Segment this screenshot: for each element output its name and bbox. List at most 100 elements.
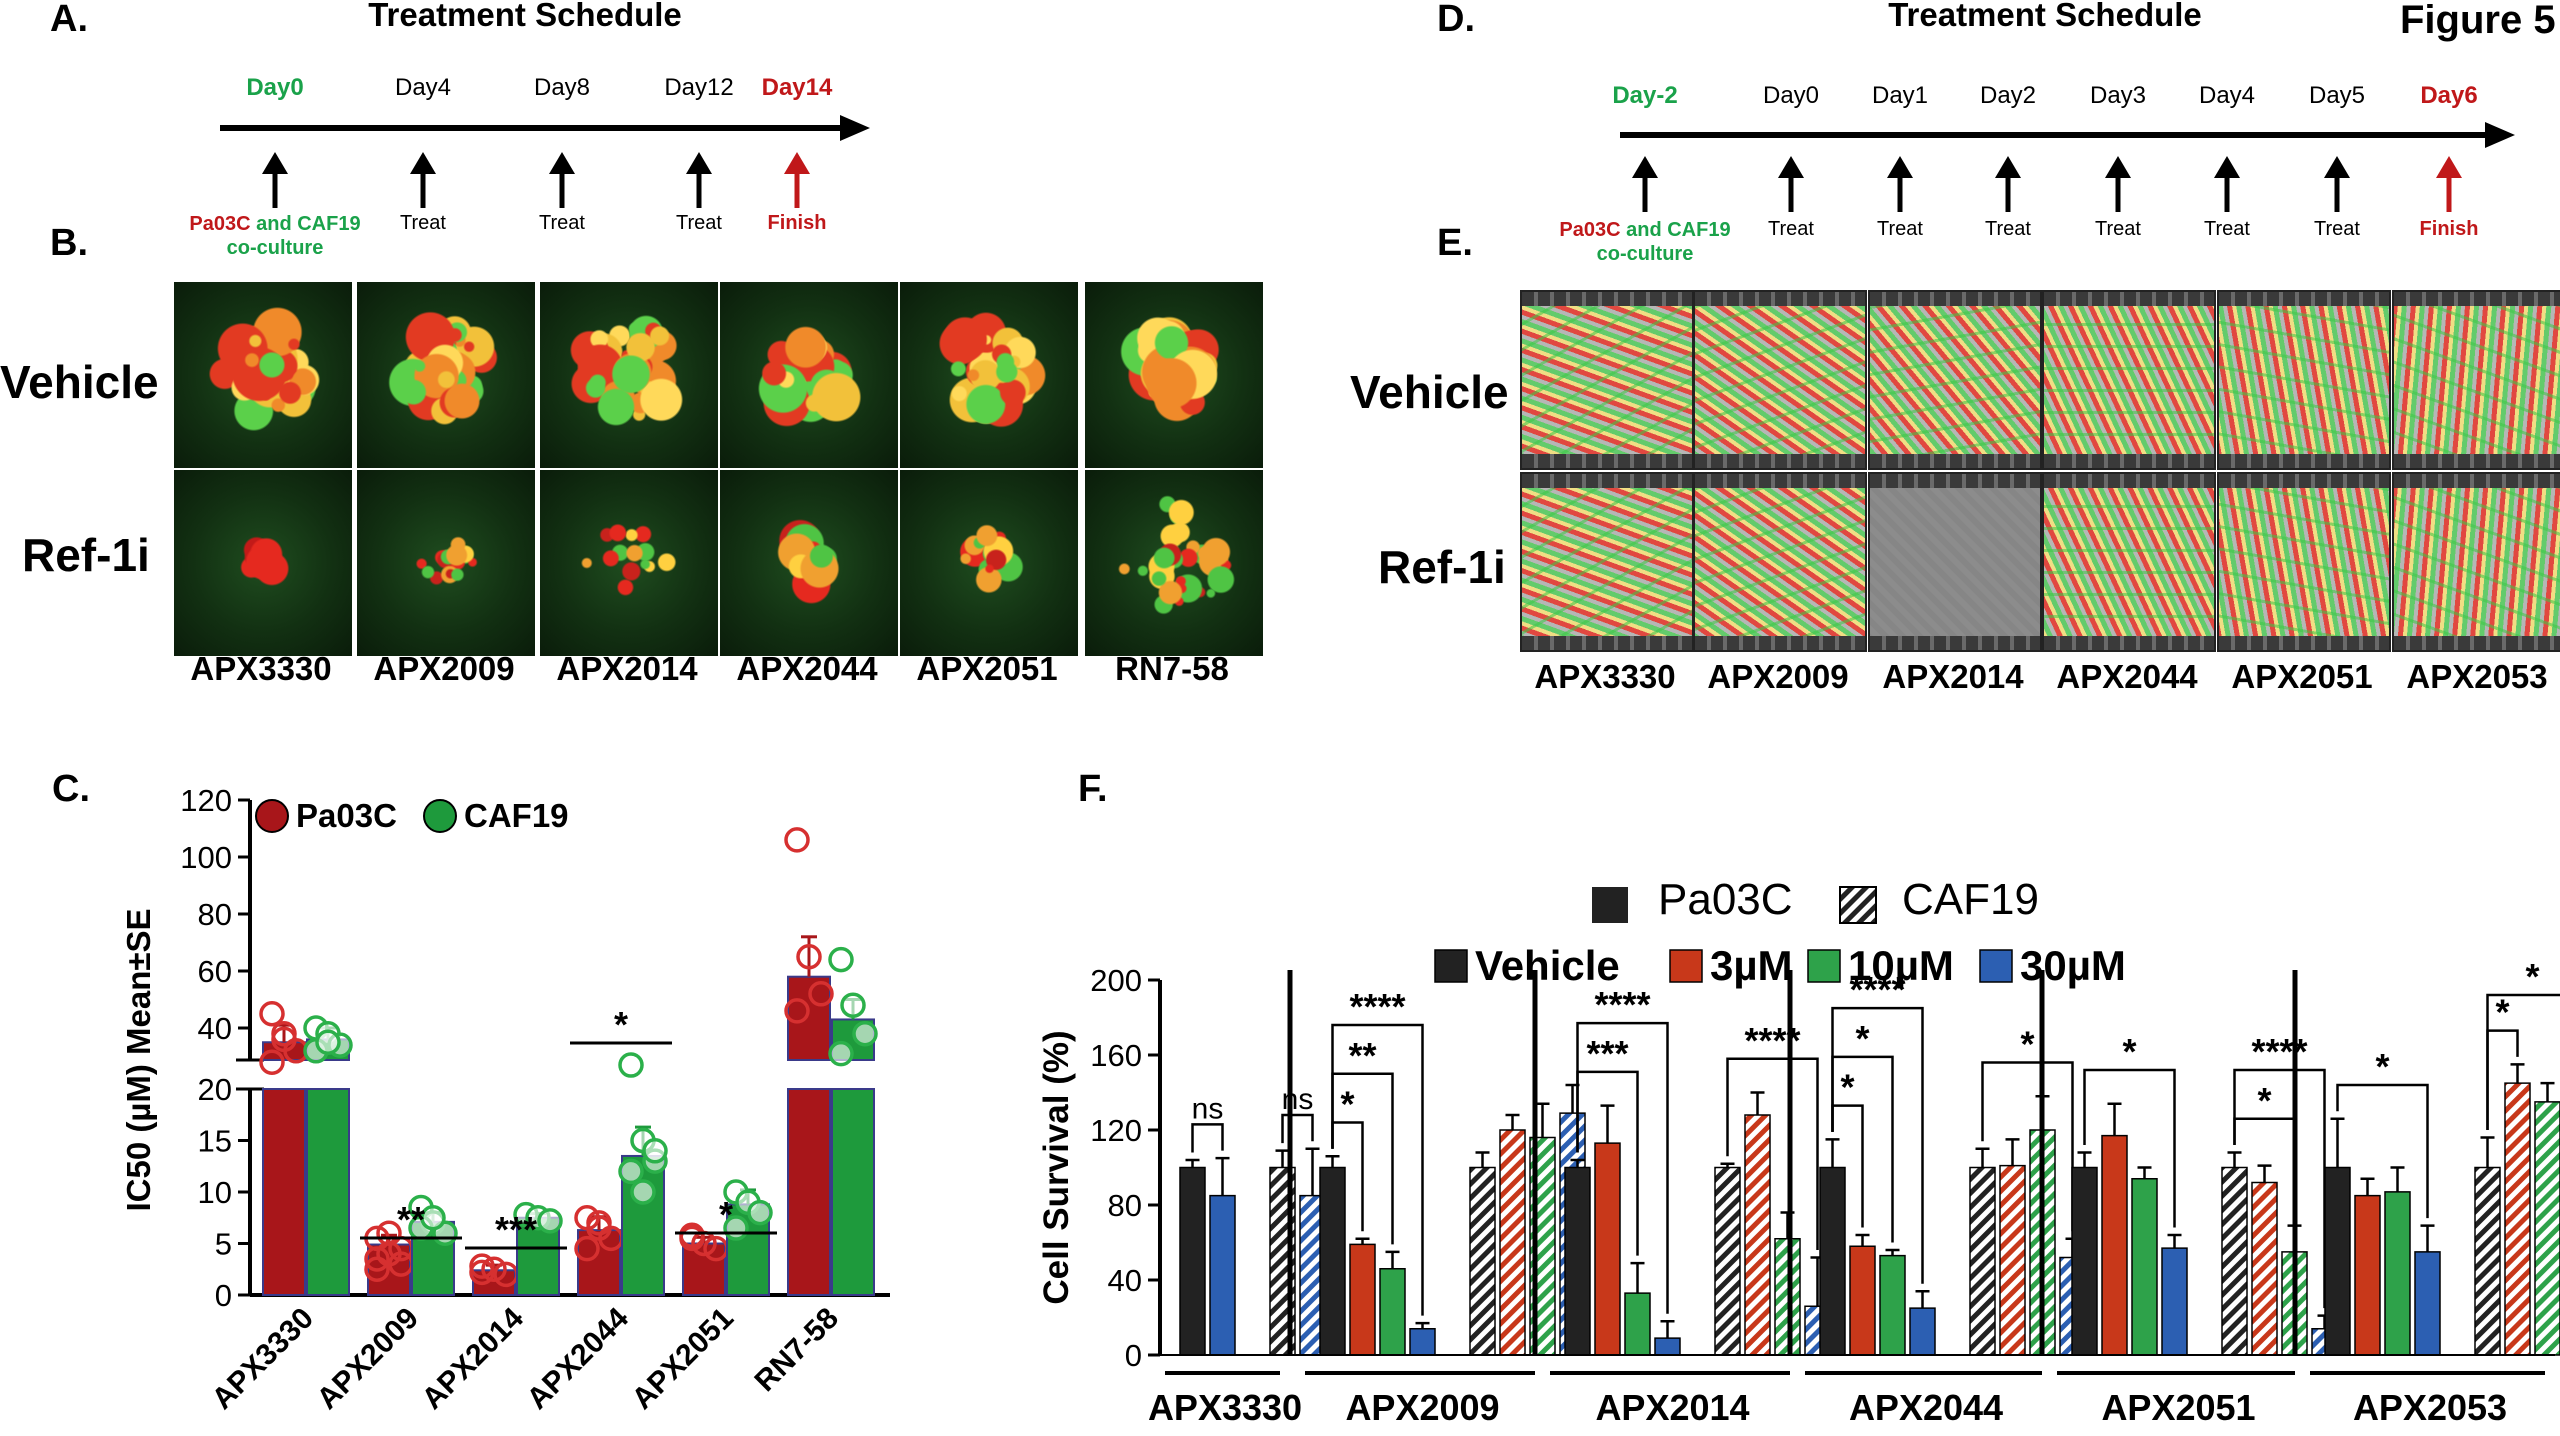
legend-pa03c-marker — [1592, 887, 1628, 923]
bar-Pa03C-Vehicle — [1179, 1166, 1206, 1356]
y-tick-label: 10 — [198, 1175, 232, 1210]
x-tick-label: APX2009 — [311, 1302, 425, 1416]
bar-CAF19-lower — [306, 1088, 350, 1296]
legend-cond-label-0: Vehicle — [1475, 942, 1620, 989]
data-point — [828, 946, 854, 973]
group-APX3330: ns ns APX3330 — [1148, 1083, 1326, 1428]
panel-a-day-3: Day12 — [664, 74, 734, 101]
x-tick-label: APX2044 — [521, 1301, 635, 1415]
significance-label: ** — [397, 1199, 425, 1240]
bar-CAF19-3µM — [2504, 1082, 2531, 1356]
data-point — [574, 1235, 600, 1262]
significance-label: ns — [1192, 1092, 1224, 1125]
group-label: APX2009 — [1345, 1387, 1499, 1428]
y-tick-label: 15 — [198, 1124, 232, 1159]
y-tick-label: 120 — [1090, 1113, 1142, 1148]
chamber-edge — [1870, 292, 2040, 306]
y-tick-label: 5 — [215, 1227, 232, 1262]
legend-cond-marker-1 — [1669, 949, 1703, 983]
bar-Pa03C-30µM — [1909, 1307, 1936, 1356]
panel-d-label-7: Finish — [2419, 218, 2479, 240]
label-pa03c: Pa03C — [189, 213, 251, 235]
chamber-edge — [2394, 636, 2560, 650]
legend: Pa03C CAF19 — [255, 797, 569, 834]
significance-label: * — [2375, 1046, 2389, 1087]
panel-d-label-6: Treat — [2314, 218, 2360, 240]
data-point — [796, 944, 822, 970]
data-point — [420, 1205, 446, 1231]
label-caf19: and CAF19 — [1620, 219, 1731, 241]
panel-a-arrow-head — [262, 152, 288, 174]
data-point — [469, 1259, 495, 1286]
bar-Pa03C-lower — [262, 1088, 306, 1296]
panel-b-col-4: APX2051 — [916, 650, 1058, 687]
panel-e-row-vehicle: Vehicle — [1350, 366, 1509, 418]
label-caf19: and CAF19 — [250, 213, 361, 235]
category-APX2009 — [364, 1194, 458, 1296]
micro-image-e-0-1 — [1693, 290, 1867, 470]
panel-a-label-3: Treat — [676, 212, 722, 234]
panel-d-day-4: Day3 — [2089, 82, 2147, 109]
panel-e-col-5: APX2053 — [2406, 658, 2548, 695]
panel-d-arrow-head — [2105, 156, 2131, 178]
bar-Pa03C — [787, 975, 831, 1061]
chamber-edge — [2044, 474, 2214, 488]
significance-bracket — [2233, 1068, 2326, 1309]
panel-d-day-0: Day-2 — [1612, 82, 1678, 109]
significance-label: **** — [2251, 1031, 2307, 1072]
micro-image-e-1-5 — [2392, 472, 2560, 652]
chamber-edge — [2394, 292, 2560, 306]
panel-a-label-4: Finish — [767, 212, 827, 234]
chamber-edge — [1870, 474, 2040, 488]
data-point — [679, 1222, 705, 1249]
panel-d-label-4: Treat — [2095, 218, 2141, 240]
chamber-edge — [1870, 454, 2040, 468]
micro-image-b-1-0 — [172, 468, 354, 658]
micro-image-e-0-2 — [1868, 290, 2042, 470]
data-point — [259, 1001, 285, 1027]
panel-d-arrow-head — [2214, 156, 2240, 178]
panel-a-arrow-head — [549, 152, 575, 174]
panel-d-timeline — [1620, 122, 2515, 212]
micro-image-b-1-2 — [538, 468, 720, 658]
y-tick-label: 160 — [1090, 1038, 1142, 1073]
significance-bracket — [1576, 1021, 1669, 1314]
panel-d-label-1: Treat — [1768, 218, 1814, 240]
bar-Pa03C-3µM — [2101, 1134, 2128, 1356]
micro-image-e-0-5 — [2392, 290, 2560, 470]
bar-Pa03C-10µM — [1379, 1268, 1406, 1356]
data-point — [618, 1158, 644, 1185]
bar-Pa03C-3µM — [1349, 1243, 1376, 1356]
data-point — [828, 1040, 854, 1067]
panel-a-arrow-head — [410, 152, 436, 174]
chamber-edge — [1522, 636, 1692, 650]
panel-d-coculture-label: Pa03C and CAF19 co-culture — [1535, 218, 1755, 266]
legend-cond-label-3: 30µM — [2020, 942, 2126, 989]
legend-caf19-marker — [1839, 886, 1877, 924]
chamber-edge — [2044, 454, 2214, 468]
group-label: APX2053 — [2353, 1387, 2507, 1428]
micro-image-e-1-1 — [1693, 472, 1867, 652]
significance-label: ns — [1282, 1083, 1314, 1116]
label-coculture: co-culture — [226, 237, 324, 259]
panel-f-chart: 0 40 80 120 160 200 Cell Survival (%) Pa03C CAF1… — [1037, 875, 2560, 1428]
panel-a-day-1: Day4 — [394, 74, 452, 101]
panel-c-chart: 40 60 80 100 120 0 5 10 15 20 IC50 (µM) Mean±SE Pa0… — [120, 783, 890, 1416]
chamber-edge — [2219, 454, 2389, 468]
significance-bracket — [2486, 993, 2560, 1130]
panel-d-arrow-head — [1632, 156, 1658, 178]
chamber-edge — [1695, 454, 1865, 468]
panel-d-title: Treatment Schedule — [1888, 0, 2202, 33]
chamber-edge — [2219, 636, 2389, 650]
micro-image-b-1-5 — [1083, 468, 1265, 658]
significance-label: * — [2495, 992, 2509, 1033]
bar-CAF19-10µM — [2534, 1101, 2560, 1356]
bar-Pa03C-30µM — [2161, 1247, 2188, 1356]
panel-d-day-7: Day6 — [2420, 82, 2478, 109]
significance-label: * — [1855, 1018, 1869, 1059]
data-point — [642, 1138, 668, 1164]
legend-caf19-label: CAF19 — [1902, 875, 2039, 924]
bar-Pa03C-10µM — [2384, 1191, 2411, 1356]
bar-Pa03C-lower — [787, 1088, 831, 1296]
legend-cond-marker-0 — [1434, 949, 1468, 983]
